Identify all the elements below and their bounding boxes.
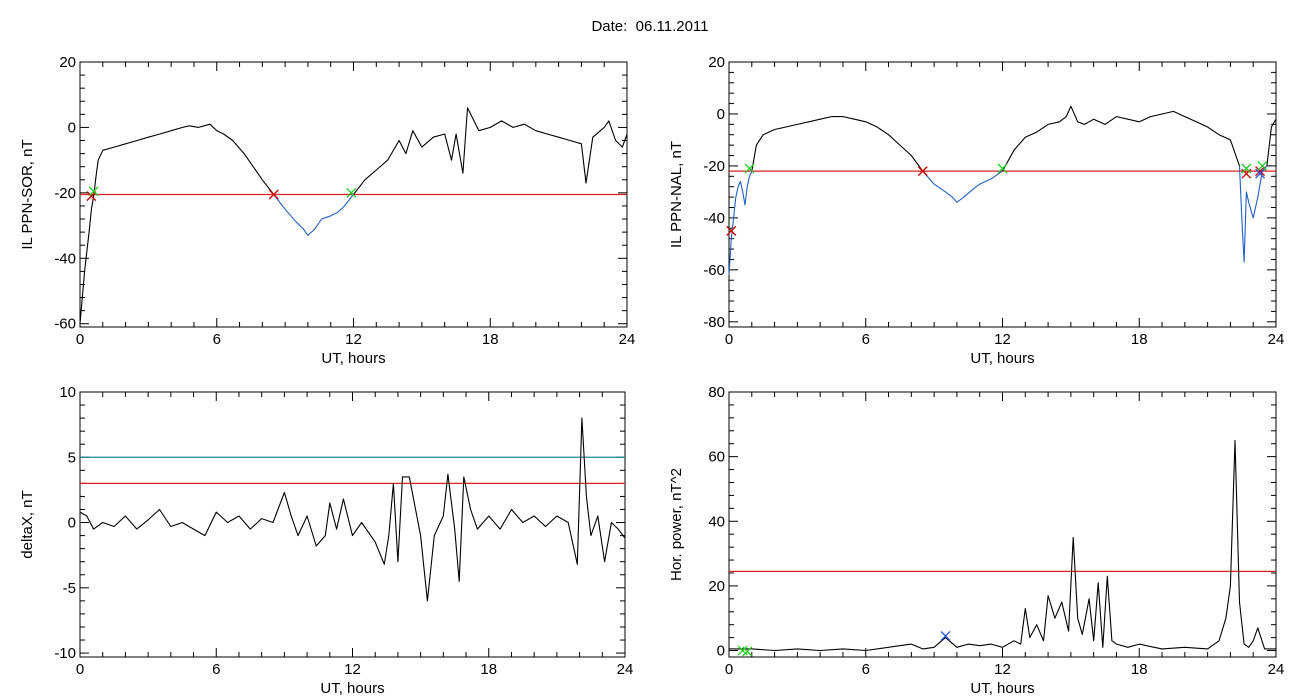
y-tick-label: -20 [54, 185, 76, 202]
series-line [751, 116, 924, 172]
y-tick-label: 0 [717, 643, 725, 660]
x-tick-label: 24 [619, 331, 636, 348]
x-tick-label: 0 [76, 331, 84, 348]
page-title: Date: 06.11.2011 [591, 18, 709, 35]
y-tick-label: -60 [54, 316, 76, 333]
series-line [728, 170, 753, 276]
y-tick-label: 80 [708, 384, 725, 401]
x-axis-label: UT, hours [321, 350, 385, 367]
marker-stroke [997, 163, 1008, 174]
event-marker [1257, 160, 1268, 171]
y-tick-label: 60 [708, 449, 725, 466]
event-marker [940, 631, 951, 641]
y-tick-label: 20 [708, 578, 725, 595]
x-axis-label: UT, hours [970, 680, 1034, 697]
event-marker [917, 166, 928, 177]
x-tick-label: 18 [480, 661, 497, 678]
x-tick-label: 24 [1268, 661, 1285, 678]
marker-stroke [1241, 163, 1252, 174]
x-tick-label: 6 [862, 661, 870, 678]
event-marker [1255, 168, 1266, 179]
series-line [273, 194, 354, 236]
series-line [353, 107, 628, 195]
y-axis-label: IL PPN-SOR, nT [19, 139, 36, 249]
marker-stroke [346, 187, 357, 198]
y-tick-label: -60 [703, 262, 725, 279]
event-marker [744, 163, 755, 174]
event-marker [726, 225, 737, 236]
marker-stroke [1255, 166, 1266, 177]
x-tick-label: 24 [617, 661, 634, 678]
series-line [1266, 118, 1277, 166]
x-tick-label: 12 [344, 661, 361, 678]
marker-stroke [86, 191, 97, 202]
event-marker [268, 189, 279, 200]
event-marker [1255, 166, 1266, 177]
x-tick-label: 12 [994, 331, 1011, 348]
y-tick-label: 20 [59, 54, 76, 71]
y-tick-label: 40 [708, 513, 725, 530]
marker-stroke [268, 189, 279, 200]
plot-frame [728, 391, 1277, 658]
x-tick-label: 0 [725, 661, 733, 678]
y-axis-label: deltaX, nT [19, 490, 36, 558]
marker-stroke [742, 646, 753, 657]
x-tick-label: 0 [725, 331, 733, 348]
x-tick-label: 18 [482, 331, 499, 348]
event-marker [1241, 163, 1252, 174]
y-tick-label: 10 [59, 384, 76, 401]
y-tick-label: -10 [54, 645, 76, 662]
event-marker [346, 187, 357, 198]
x-tick-label: 24 [1268, 331, 1285, 348]
y-tick-label: 0 [68, 119, 76, 136]
y-tick-label: 0 [68, 515, 76, 532]
x-tick-label: 6 [862, 331, 870, 348]
marker-stroke [744, 163, 755, 174]
x-tick-label: 6 [213, 331, 221, 348]
y-tick-label: -20 [703, 158, 725, 175]
x-tick-label: 12 [994, 661, 1011, 678]
plot-frame [728, 61, 1277, 328]
y-tick-label: -40 [54, 250, 76, 267]
series-line [922, 170, 1003, 203]
panel-il-ppn-sor: 0 6 12 18 24 -60 -40 -20 0 20 UT, hours IL PPN-SOR,… [19, 54, 635, 367]
event-marker [742, 646, 753, 657]
x-tick-label: 18 [1131, 331, 1148, 348]
x-tick-label: 18 [1131, 661, 1148, 678]
y-axis-label: IL PPN-NAL, nT [668, 141, 685, 248]
series-line [79, 123, 275, 324]
x-tick-label: 0 [76, 661, 84, 678]
y-tick-label: 5 [68, 449, 76, 466]
marker-stroke [726, 225, 737, 236]
x-tick-label: 12 [345, 331, 362, 348]
event-marker [997, 163, 1008, 174]
marker-stroke [1257, 160, 1268, 171]
series-line [1002, 105, 1241, 172]
y-tick-label: -40 [703, 210, 725, 227]
x-tick-label: 6 [212, 661, 220, 678]
panel-il-ppn-nal: 0 6 12 18 24 -80 -60 -40 -20 0 20 UT, hours IL PPN-N… [668, 54, 1284, 367]
marker-stroke [1255, 168, 1266, 179]
series-line [79, 417, 626, 602]
panel-hor-power: 0 6 12 18 24 0 20 40 60 80 UT, hours Hor. power, nT… [668, 384, 1284, 697]
y-tick-label: 0 [717, 106, 725, 123]
marker-stroke [940, 631, 951, 641]
y-axis-label: Hor. power, nT^2 [668, 468, 685, 581]
event-marker [86, 191, 97, 202]
panel-deltax: 0 6 12 18 24 -10 -5 0 5 10 UT, hours deltaX, nT [19, 384, 633, 697]
event-marker [88, 186, 99, 197]
y-tick-label: -80 [703, 314, 725, 331]
y-tick-label: 20 [708, 54, 725, 71]
marker-stroke [88, 186, 99, 197]
y-tick-label: -5 [63, 580, 76, 597]
marker-stroke [917, 166, 928, 177]
x-axis-label: UT, hours [970, 350, 1034, 367]
x-axis-label: UT, hours [320, 680, 384, 697]
marker-stroke [737, 645, 748, 656]
series-line [1238, 165, 1268, 263]
series-line [729, 439, 1276, 652]
